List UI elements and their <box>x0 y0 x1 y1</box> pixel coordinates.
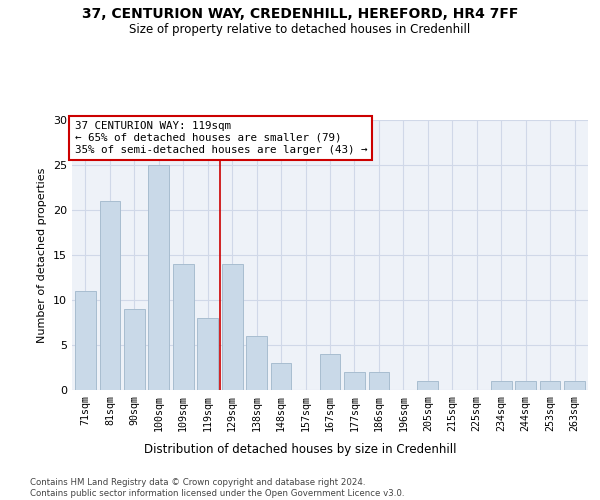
Bar <box>100 201 120 390</box>
Bar <box>222 264 242 390</box>
Bar <box>271 363 292 390</box>
Bar <box>320 354 340 390</box>
Bar <box>515 381 536 390</box>
Bar <box>197 318 218 390</box>
Bar <box>246 336 267 390</box>
Bar <box>540 381 560 390</box>
Bar <box>344 372 365 390</box>
Bar <box>148 165 169 390</box>
Bar <box>564 381 585 390</box>
Bar <box>173 264 194 390</box>
Text: Distribution of detached houses by size in Credenhill: Distribution of detached houses by size … <box>144 442 456 456</box>
Bar <box>124 309 145 390</box>
Text: 37 CENTURION WAY: 119sqm
← 65% of detached houses are smaller (79)
35% of semi-d: 37 CENTURION WAY: 119sqm ← 65% of detach… <box>74 122 367 154</box>
Bar <box>75 291 96 390</box>
Y-axis label: Number of detached properties: Number of detached properties <box>37 168 47 342</box>
Text: 37, CENTURION WAY, CREDENHILL, HEREFORD, HR4 7FF: 37, CENTURION WAY, CREDENHILL, HEREFORD,… <box>82 8 518 22</box>
Bar <box>491 381 512 390</box>
Bar <box>368 372 389 390</box>
Bar <box>418 381 438 390</box>
Text: Contains HM Land Registry data © Crown copyright and database right 2024.
Contai: Contains HM Land Registry data © Crown c… <box>30 478 404 498</box>
Text: Size of property relative to detached houses in Credenhill: Size of property relative to detached ho… <box>130 22 470 36</box>
